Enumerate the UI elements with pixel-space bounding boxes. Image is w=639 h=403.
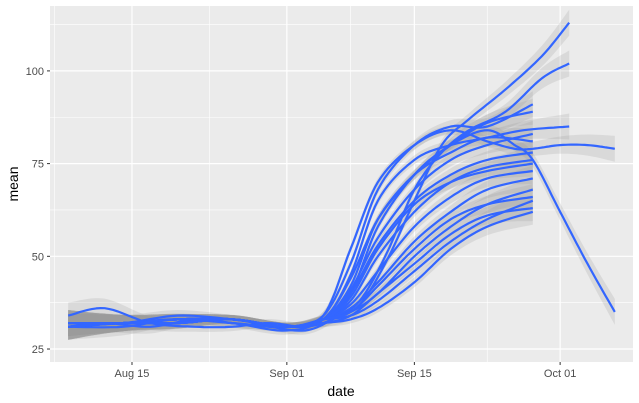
- y-tick-label: 50: [32, 251, 44, 263]
- confidence-band: [68, 120, 533, 340]
- confidence-band: [68, 146, 533, 340]
- y-tick-label: 25: [32, 344, 44, 356]
- y-tick-label: 100: [26, 66, 44, 78]
- x-axis-title: date: [327, 383, 354, 399]
- confidence-band: [68, 124, 615, 337]
- y-axis-title: mean: [5, 166, 21, 201]
- x-tick-label: Sep 15: [397, 368, 432, 380]
- confidence-band: [68, 176, 533, 337]
- series-lines: [67, 22, 616, 332]
- x-axis: Aug 15 Sep 01 Sep 15 Oct 01: [115, 362, 576, 380]
- minor-gridlines: [50, 6, 633, 396]
- confidence-band: [68, 113, 570, 337]
- x-tick-label: Sep 01: [269, 368, 304, 380]
- confidence-band: [68, 127, 533, 340]
- y-tick-label: 75: [32, 159, 44, 171]
- x-tick-label: Aug 15: [115, 368, 150, 380]
- confidence-band: [68, 150, 533, 337]
- y-axis: 25 50 75 100: [26, 66, 50, 356]
- confidence-band: [68, 158, 533, 337]
- series-line: [68, 207, 533, 328]
- confidence-band: [68, 125, 615, 340]
- series-line: [68, 195, 533, 328]
- x-tick-label: Oct 01: [544, 368, 576, 380]
